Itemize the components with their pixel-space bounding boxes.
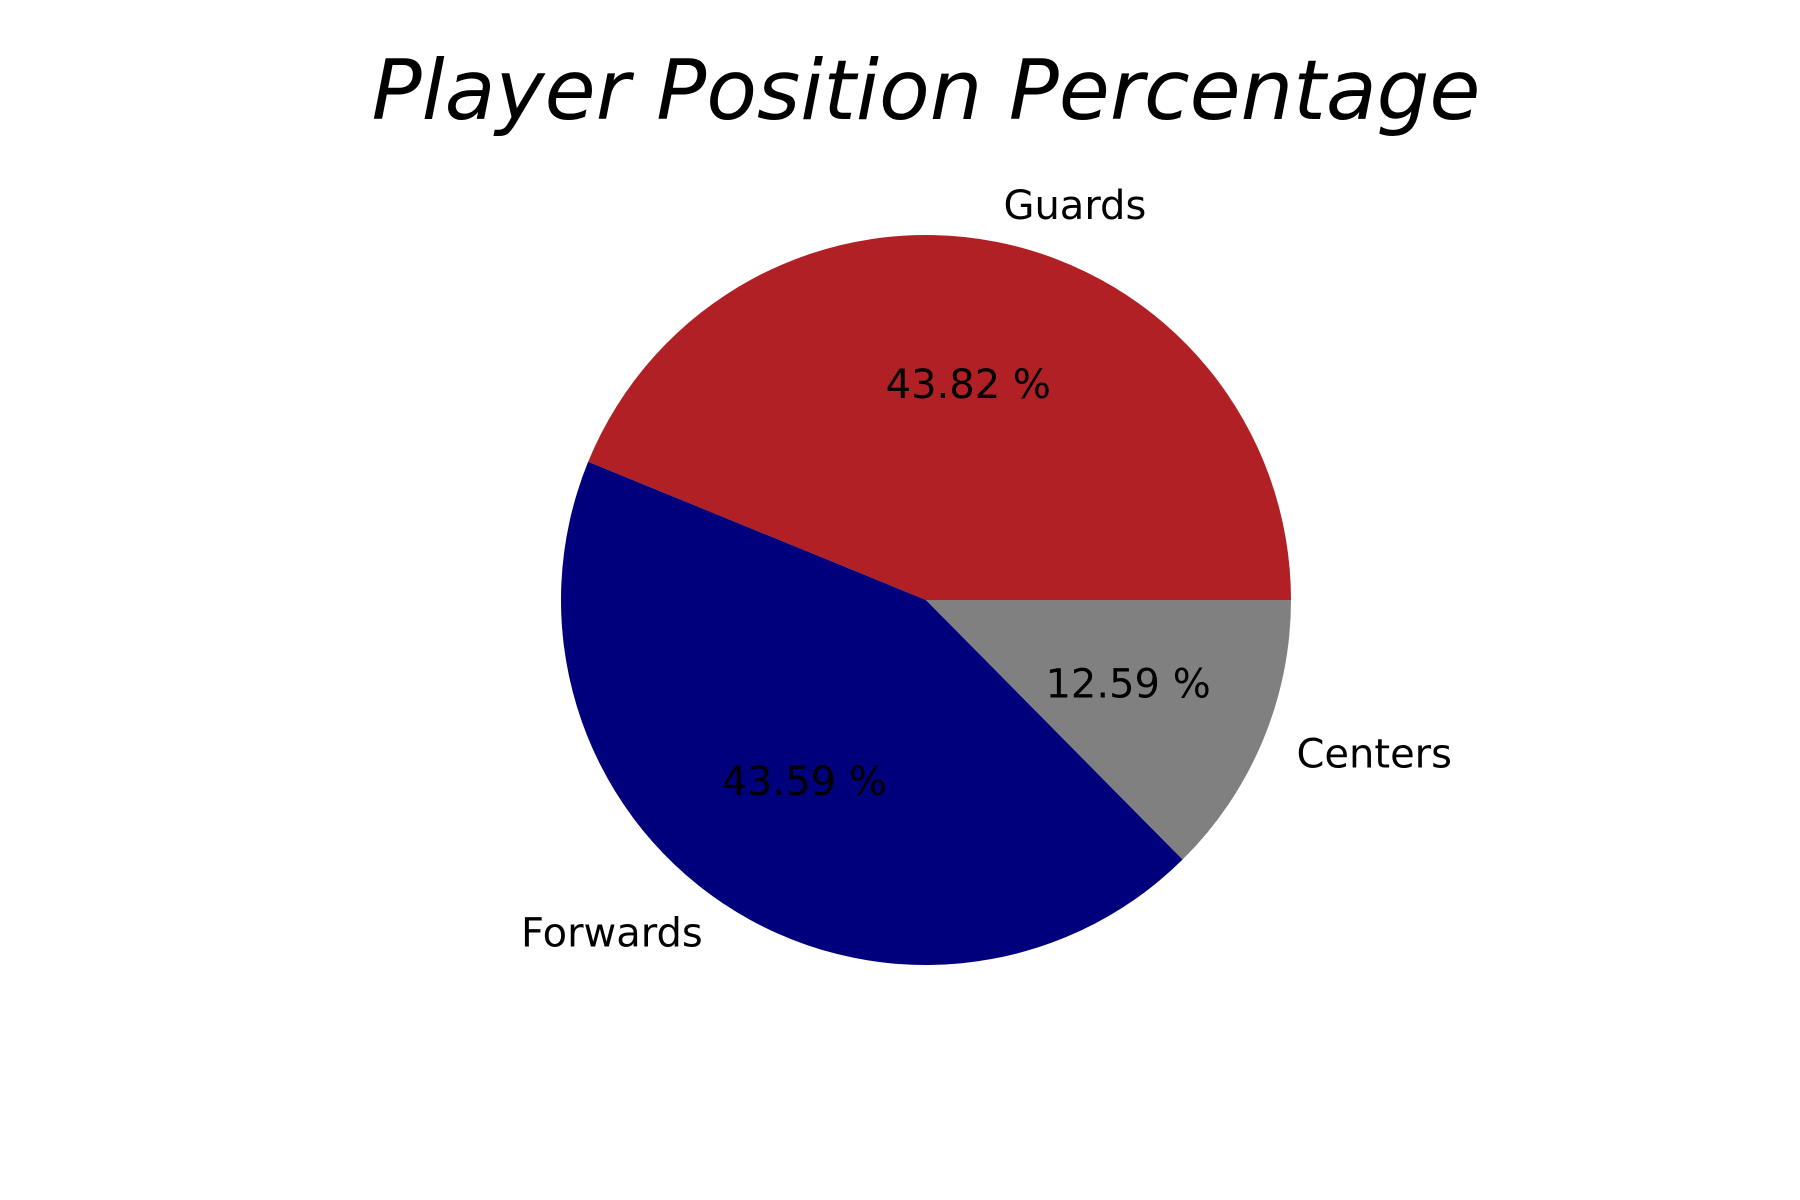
pie-slices	[561, 235, 1291, 965]
pie-labels: 43.82 % Guards 43.59 % Forwards 12.59 % Cente…	[521, 183, 1452, 957]
pie-category-label-centers: Centers	[1297, 732, 1452, 778]
pie-slice-forwards	[561, 461, 1183, 965]
pie-slice-guards	[588, 235, 1291, 600]
pie-category-label-forwards: Forwards	[521, 911, 703, 957]
pie-category-label-guards: Guards	[1003, 183, 1146, 229]
pie-value-label-centers: 12.59 %	[1045, 661, 1210, 707]
pie-value-label-guards: 43.82 %	[886, 362, 1051, 408]
pie-slice-centers	[926, 600, 1291, 860]
pie-value-label-forwards: 43.59 %	[722, 759, 887, 805]
chart-title: Player Position Percentage	[372, 42, 1481, 139]
